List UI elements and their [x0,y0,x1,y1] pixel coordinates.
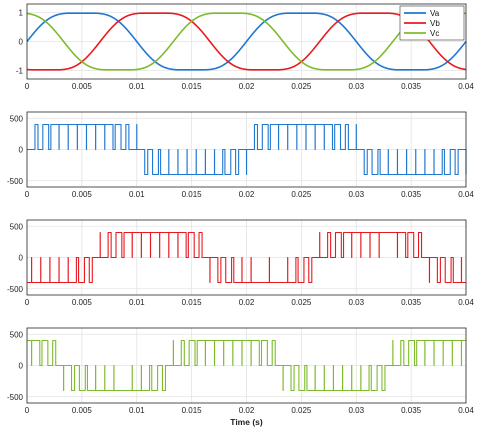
series-line-vc [26,12,467,71]
x-tick-label: 0.005 [72,298,93,307]
panel-3: 0 0.005 0.01 0.015 0.02 0.025 0.03 0.035 0.04 500… [7,219,474,307]
y-tick-label: 500 [10,330,24,339]
x-tick-label: 0.005 [72,406,93,415]
panel-2: 0 0.005 0.01 0.015 0.02 0.025 0.03 0.035 0.04 500… [7,111,474,199]
x-tick-label: 0.04 [458,298,474,307]
x-tick-label: 0.03 [348,82,364,91]
x-tick-label: 0.04 [458,82,474,91]
x-tick-label: 0.035 [401,298,422,307]
x-tick-label: 0 [25,406,30,415]
series-line-panel4 [27,339,466,392]
y-tick-label: -500 [7,177,24,186]
x-tick-label: 0.03 [348,406,364,415]
y-tick-label: 500 [10,222,24,231]
x-tick-label: 0.02 [239,82,255,91]
x-tick-label: 0.035 [401,82,422,91]
y-tick-label: 0 [19,38,24,47]
x-tick-label: 0.015 [182,82,203,91]
y-tick-label: -500 [7,393,24,402]
series-line-va [26,12,467,71]
axes-frame [26,3,467,80]
y-tick-label: 0 [19,362,24,371]
x-tick-label: 0.02 [239,406,255,415]
x-axis-title: Time (s) [230,417,263,427]
x-tick-label: 0.005 [72,82,93,91]
x-tick-label: 0.04 [458,406,474,415]
legend-entry: Vc [430,29,439,38]
x-tick-label: 0.025 [291,406,312,415]
y-tick-label: 500 [10,114,24,123]
x-tick-label: 0.005 [72,190,93,199]
x-tick-label: 0.015 [182,298,203,307]
x-tick-label: 0.02 [239,298,255,307]
x-tick-label: 0.025 [291,82,312,91]
x-tick-label: 0 [25,190,30,199]
x-tick-label: 0.025 [291,298,312,307]
axes-frame [26,327,467,404]
x-tick-label: 0.04 [458,190,474,199]
x-tick-label: 0.015 [182,406,203,415]
x-tick-label: 0.015 [182,190,203,199]
panel-1: 0 0.005 0.01 0.015 0.02 0.025 0.03 0.035 0.0410-… [16,3,474,91]
legend-entry: Va [430,9,440,18]
y-tick-label: -1 [16,66,24,75]
x-tick-label: 0.035 [401,406,422,415]
x-tick-label: 0.025 [291,190,312,199]
x-tick-label: 0.01 [129,298,145,307]
x-tick-label: 0.01 [129,190,145,199]
axes-frame [26,219,467,296]
x-tick-label: 0.02 [239,190,255,199]
x-tick-label: 0.01 [129,82,145,91]
y-tick-label: 0 [19,254,24,263]
axes-frame [26,111,467,188]
series-line-panel2 [27,123,467,176]
x-tick-label: 0 [25,298,30,307]
series-line-vb [26,12,467,71]
x-tick-label: 0.035 [401,190,422,199]
series-line-panel3 [27,231,466,284]
legend-entry: Vb [430,19,440,28]
x-tick-label: 0 [25,82,30,91]
panel-4: 0 0.005 0.01 0.015 0.02 0.025 0.03 0.035 0.04 500… [7,327,474,427]
y-tick-label: 0 [19,146,24,155]
y-tick-label: 1 [19,9,24,18]
x-tick-label: 0.03 [348,190,364,199]
x-tick-label: 0.03 [348,298,364,307]
y-tick-label: -500 [7,285,24,294]
x-tick-label: 0.01 [129,406,145,415]
